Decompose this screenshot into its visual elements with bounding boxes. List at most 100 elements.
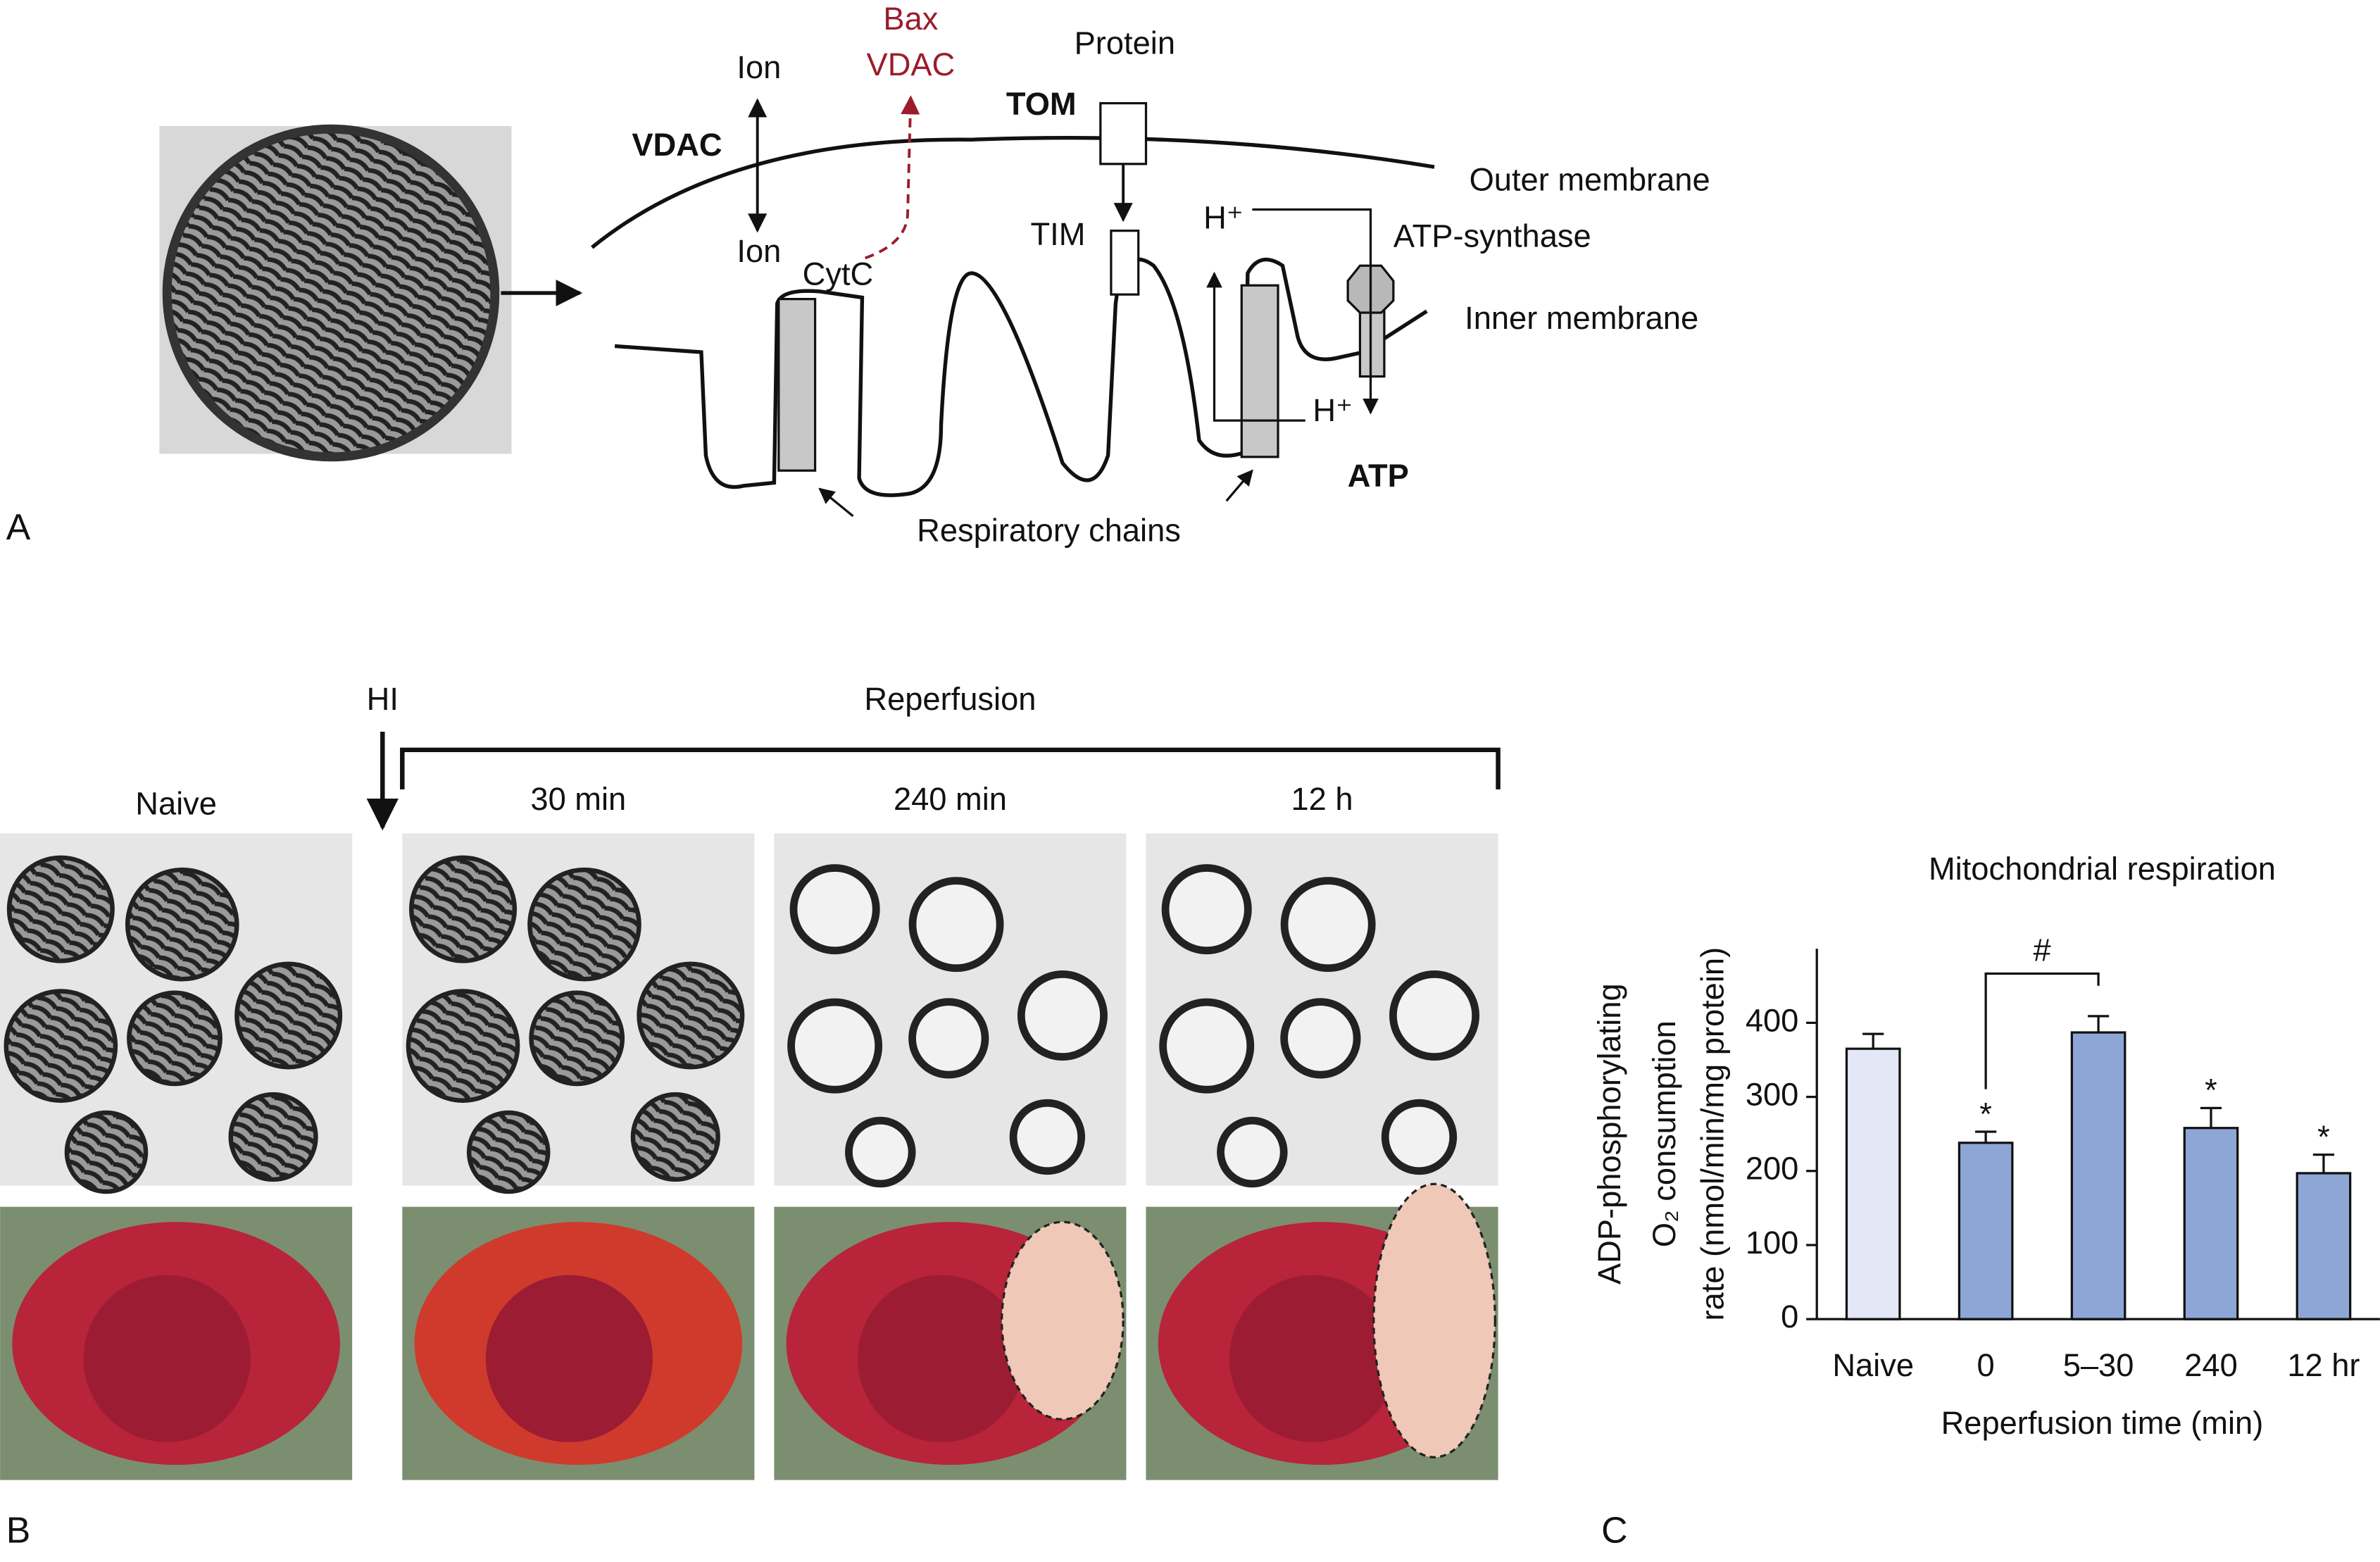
brain-core xyxy=(1229,1275,1397,1442)
bracket xyxy=(1984,972,2100,1089)
column-label: 30 min xyxy=(530,781,626,817)
respiratory-chain xyxy=(777,298,817,472)
label: H⁺ xyxy=(1313,392,1353,428)
panel-a-labels: A Ion Ion Bax VDAC Protein TOM VDAC Oute… xyxy=(6,1,1710,548)
brain-core xyxy=(83,1275,251,1442)
mitochondrion xyxy=(908,998,989,1079)
tom-channel xyxy=(1099,101,1148,165)
arrow xyxy=(1225,469,1253,502)
panel-a xyxy=(159,95,1435,518)
mitochondrion xyxy=(908,877,1004,973)
mitochondrion xyxy=(845,1116,916,1188)
tim-channel xyxy=(1110,230,1140,296)
chart-title: Mitochondrial respiration xyxy=(1929,851,2276,887)
mitochondrion xyxy=(162,124,500,462)
mitochondrion xyxy=(1009,1099,1086,1175)
infarct xyxy=(1001,1220,1125,1421)
panel-b: B HI Reperfusion Naive 30 min 240 min 12 h xyxy=(0,681,1501,1551)
y-tick-label: 300 xyxy=(1746,1077,1799,1113)
bar xyxy=(2070,1031,2127,1320)
y-axis-label: O₂ consumption xyxy=(1646,1020,1682,1247)
y-axis-label: ADP-phosphorylating xyxy=(1591,983,1627,1285)
mitochondrion xyxy=(1280,877,1376,973)
y-tick-label: 0 xyxy=(1781,1299,1798,1335)
x-tick-label: 240 xyxy=(2184,1347,2238,1383)
panel-label: B xyxy=(6,1510,30,1551)
mitochondrion xyxy=(1280,998,1361,1079)
bar xyxy=(2183,1127,2239,1320)
label: Ion xyxy=(737,233,781,269)
mitochondrion xyxy=(409,855,518,963)
bracket xyxy=(400,747,1501,789)
x-tick-label: 5–30 xyxy=(2063,1347,2134,1383)
label: HI xyxy=(367,681,399,717)
y-tick-label: 100 xyxy=(1746,1225,1799,1261)
panel-label: A xyxy=(6,506,31,547)
label: H⁺ xyxy=(1203,199,1244,235)
label: CytC xyxy=(803,256,874,292)
arrow xyxy=(818,487,854,518)
arrow xyxy=(1206,271,1305,422)
mitochondrion xyxy=(1159,998,1255,1094)
mitochondrion xyxy=(4,989,118,1103)
significance-label: * xyxy=(1979,1096,1992,1132)
label: VDAC xyxy=(632,127,722,163)
mitochondrion xyxy=(630,1092,720,1182)
label: Inner membrane xyxy=(1465,300,1698,336)
significance-label: * xyxy=(2205,1073,2217,1108)
mitochondrion xyxy=(529,990,625,1087)
x-tick-label: Naive xyxy=(1832,1347,1914,1383)
label: Ion xyxy=(737,49,781,85)
mitochondrion xyxy=(787,998,883,1094)
column-label: 240 min xyxy=(894,781,1007,817)
mitochondrion xyxy=(406,989,520,1103)
mitochondrion xyxy=(6,855,115,963)
label: Bax xyxy=(883,1,938,37)
panel-c: C Mitochondrial respiration ADP-phosphory… xyxy=(1591,851,2380,1551)
column-label: Naive xyxy=(135,786,217,822)
significance-label: * xyxy=(2317,1119,2330,1155)
mitochondrion xyxy=(127,990,223,1087)
label: Reperfusion xyxy=(864,681,1036,717)
label: Respiratory chains xyxy=(917,513,1181,549)
mitochondrion xyxy=(228,1092,318,1182)
inner-membrane-line xyxy=(614,257,1428,497)
label: ATP-synthase xyxy=(1393,218,1591,254)
image-grid: Naive 30 min 240 min 12 h xyxy=(0,781,1498,1480)
outer-membrane-line xyxy=(591,136,1435,249)
mitochondrion xyxy=(234,961,343,1070)
panel-label: C xyxy=(1601,1510,1627,1551)
bar xyxy=(1958,1142,2014,1320)
brain-core xyxy=(485,1275,653,1442)
label: Outer membrane xyxy=(1470,162,1710,198)
column-label: 12 h xyxy=(1291,781,1353,817)
infarct xyxy=(1372,1182,1496,1458)
y-tick-label: 200 xyxy=(1746,1151,1799,1187)
brain-core xyxy=(857,1275,1025,1442)
x-tick-label: 0 xyxy=(1977,1347,1995,1383)
y-axis-label: rate (nmol/min/mg protein) xyxy=(1695,947,1731,1321)
respiratory-chain xyxy=(1240,284,1279,458)
mitochondrion xyxy=(1017,970,1108,1061)
label: TOM xyxy=(1006,86,1077,122)
mitochondrion xyxy=(527,867,641,982)
bar xyxy=(2296,1172,2352,1320)
mitochondrion xyxy=(1389,970,1480,1061)
label: ATP xyxy=(1348,458,1409,494)
arrow xyxy=(865,95,920,260)
mitochondrion xyxy=(125,867,239,982)
mitochondrion xyxy=(466,1110,551,1194)
x-axis-label: Reperfusion time (min) xyxy=(1941,1405,2264,1441)
mitochondrion xyxy=(1381,1099,1458,1175)
label: TIM xyxy=(1031,216,1086,252)
mitochondrion xyxy=(637,961,745,1070)
label: VDAC xyxy=(867,46,956,82)
mitochondrion xyxy=(1161,864,1252,955)
y-tick-label: 400 xyxy=(1746,1002,1799,1038)
bar xyxy=(1845,1047,1901,1320)
mitochondrion xyxy=(1217,1116,1288,1188)
x-tick-label: 12 hr xyxy=(2287,1347,2360,1383)
arrow xyxy=(1252,208,1379,415)
